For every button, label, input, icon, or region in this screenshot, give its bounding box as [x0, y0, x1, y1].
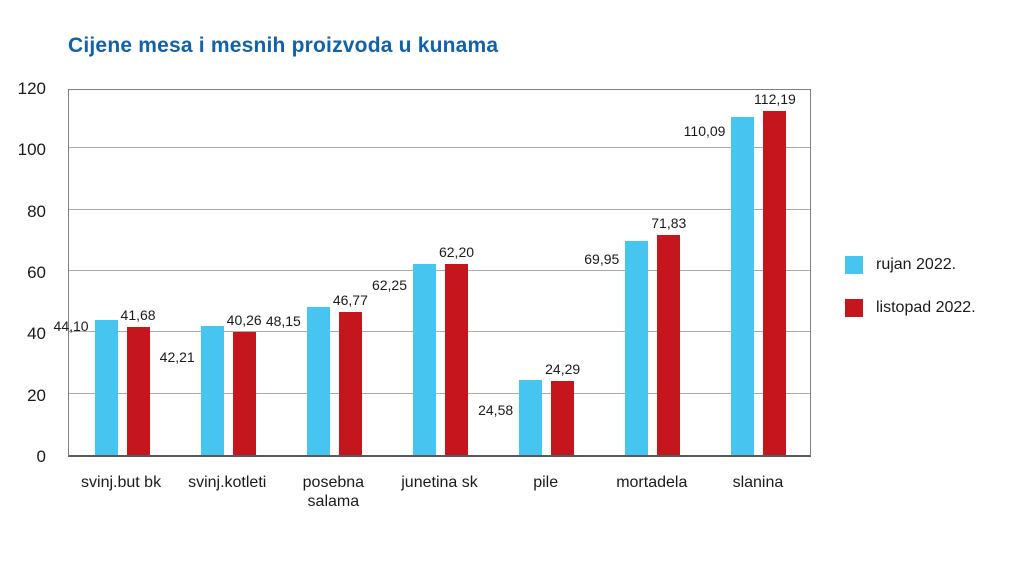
legend-swatch-icon	[845, 299, 863, 317]
bar-series0-group3	[413, 264, 436, 455]
legend-swatch-icon	[845, 256, 863, 274]
gridline-80	[69, 208, 810, 210]
x-category-label: pile	[533, 474, 559, 491]
value-label-series0-group5: 69,95	[584, 251, 620, 268]
bar-series1-group5	[657, 234, 681, 455]
plot-area: 44,10 41,68 42,21 40,26 48,15 46,77 62,25 62,20…	[54, 89, 811, 457]
legend-item-1: listopad 2022.	[845, 299, 976, 317]
value-label-series0-group4: 24,58	[478, 401, 514, 418]
bar-series0-group0	[94, 319, 118, 455]
chart-title: Cijene mesa i mesnih proizvoda u kunama	[68, 34, 499, 57]
gridline-60	[69, 270, 810, 271]
value-label-series1-group0: 41,68	[120, 307, 156, 324]
x-category-label: junetina sk	[401, 474, 478, 491]
value-label-series0-group3: 62,25	[371, 277, 407, 294]
legend-item-0: rujan 2022.	[845, 256, 976, 274]
value-label-series0-group0: 44,10	[53, 317, 89, 334]
value-label-series1-group6: 112,19	[754, 90, 796, 107]
y-tick-label: 0	[36, 447, 46, 466]
x-category-label: svinj.kotleti	[188, 474, 267, 491]
bar-series1-group4	[551, 380, 575, 455]
bar-series0-group1	[200, 325, 224, 455]
value-label-series0-group6: 110,09	[683, 123, 726, 140]
value-label-series1-group5: 71,83	[651, 214, 687, 231]
legend-label: rujan 2022.	[876, 256, 957, 273]
x-category-label: svinj.but bk	[81, 474, 162, 491]
x-category-label: mortadela	[616, 474, 688, 491]
y-tick-label: 100	[17, 140, 46, 160]
bar-series0-group6	[731, 117, 755, 455]
gridline-20	[69, 392, 810, 394]
value-label-series0-group2: 48,15	[265, 313, 301, 330]
y-tick-label: 40	[27, 324, 46, 344]
bar-series1-group2	[338, 311, 362, 455]
y-axis: 0 20 40 60 80 100 120	[0, 0, 46, 576]
x-category-label: slanina	[732, 474, 784, 491]
y-tick-label: 60	[27, 263, 46, 282]
bar-series1-group3	[445, 264, 468, 455]
value-label-series0-group1: 42,21	[159, 348, 195, 365]
value-label-series1-group2: 46,77	[332, 291, 368, 308]
bar-series0-group4	[519, 379, 543, 455]
legend-label: listopad 2022.	[876, 299, 976, 316]
value-label-series1-group3: 62,20	[438, 244, 475, 261]
y-tick-label: 120	[17, 79, 46, 98]
bar-series1-group1	[232, 331, 256, 455]
value-label-series1-group4: 24,29	[545, 360, 581, 377]
bar-series1-group0	[126, 327, 150, 455]
y-tick-label: 80	[27, 201, 46, 221]
gridline-100	[69, 147, 810, 149]
bar-series0-group5	[625, 240, 649, 455]
x-category-label: posebna salama	[302, 474, 365, 510]
gridline-40	[69, 331, 810, 333]
value-label-series1-group1: 40,26	[226, 311, 262, 328]
bar-series1-group6	[763, 110, 787, 455]
bar-series0-group2	[306, 307, 330, 455]
legend: rujan 2022. listopad 2022.	[845, 256, 976, 317]
y-tick-label: 20	[27, 385, 46, 405]
